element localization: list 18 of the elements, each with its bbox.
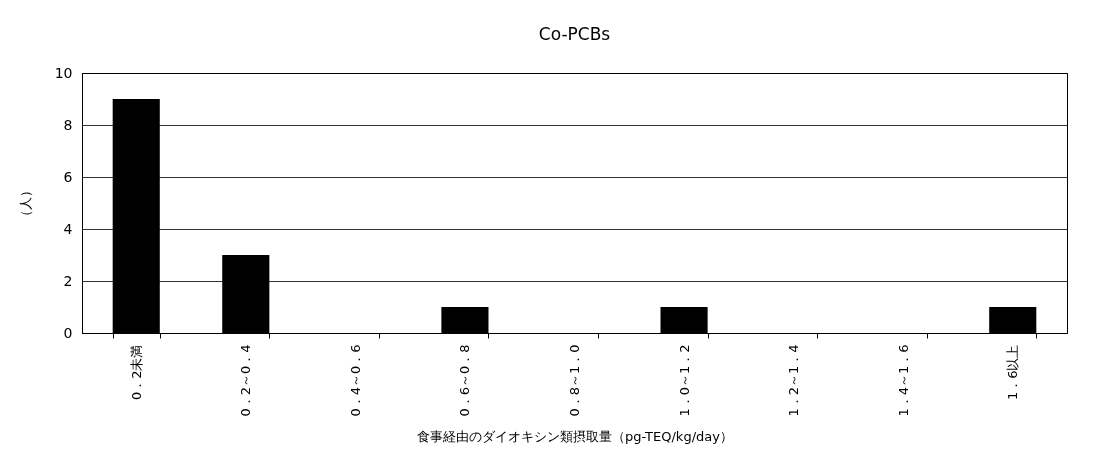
x-tick-label: 0．8～1．0 (567, 344, 582, 417)
x-tick-label: 0．2～0．4 (238, 344, 254, 417)
y-axis-title: （人） (17, 184, 33, 223)
y-tick-label: 10 (54, 64, 73, 81)
x-tick-label: 0．4～0．6 (347, 344, 363, 417)
x-tick-label: 1．2～1．4 (786, 344, 802, 417)
x-tick-label: 0．2未満 (128, 344, 144, 401)
chart-title: Co-PCBs (538, 24, 611, 44)
y-tick-label: 4 (63, 220, 73, 237)
x-axis-title: 食事経由のダイオキシン類摂取量（pg-TEQ/kg/day） (417, 428, 733, 444)
x-tick-label: 0．6～0．8 (457, 344, 473, 417)
y-tick-label: 2 (63, 272, 73, 289)
y-tick-label: 6 (63, 168, 73, 185)
y-tick-label: 8 (63, 116, 73, 133)
x-tick-label: 1．4～1．6 (895, 344, 911, 417)
y-tick-label: 0 (63, 324, 73, 341)
x-tick-label: 1．6以上 (1005, 344, 1021, 401)
x-tick-label: 1．0～1．2 (676, 344, 692, 417)
